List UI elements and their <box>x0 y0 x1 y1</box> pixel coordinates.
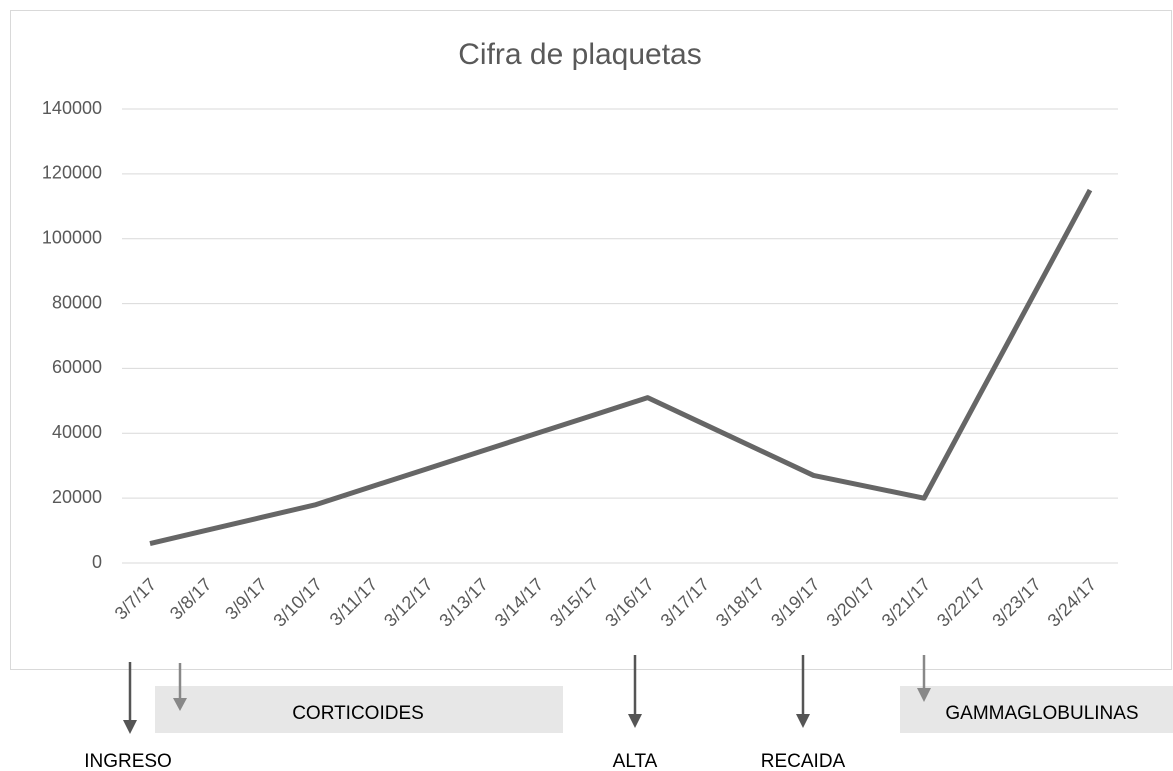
x-tick-label: 3/11/17 <box>326 574 382 630</box>
y-tick-label: 60000 <box>52 357 102 377</box>
x-tick-label: 3/20/17 <box>822 574 879 631</box>
x-tick-label: 3/23/17 <box>988 574 1045 631</box>
y-tick-label: 120000 <box>42 163 102 183</box>
y-tick-label: 40000 <box>52 422 102 442</box>
chart-border <box>10 10 1172 670</box>
arrows <box>123 655 931 734</box>
y-tick-label: 0 <box>92 552 102 572</box>
line-series <box>149 188 1093 546</box>
x-tick-label: 3/18/17 <box>712 574 769 631</box>
y-tick-label: 20000 <box>52 487 102 507</box>
x-tick-label: 3/13/17 <box>435 574 492 631</box>
x-tick-label: 3/12/17 <box>380 574 437 631</box>
y-tick-label: 100000 <box>42 227 102 247</box>
x-tick-label: 3/14/17 <box>491 574 548 631</box>
annotation: GAMMAGLOBULINAS <box>945 703 1138 724</box>
x-tick-label: 3/17/17 <box>657 574 714 631</box>
x-tick-label: 3/16/17 <box>601 574 658 631</box>
x-tick-label: 3/8/17 <box>166 574 216 624</box>
x-tick-label: 3/10/17 <box>269 574 326 631</box>
x-tick-label: 3/22/17 <box>933 574 990 631</box>
x-tick-label: 3/24/17 <box>1044 574 1101 631</box>
x-tick-label: 3/9/17 <box>221 574 271 624</box>
annotation: RECAIDA <box>761 751 846 771</box>
y-tick-label: 140000 <box>42 98 102 118</box>
annotation: CORTICOIDES <box>292 703 424 724</box>
x-tick-label: 3/7/17 <box>111 574 161 624</box>
chart-title: Cifra de plaquetas <box>458 38 702 71</box>
y-tick-label: 80000 <box>52 292 102 312</box>
annotation-box <box>900 686 1173 733</box>
annotation-box <box>155 686 563 733</box>
annotation: INGRESO <box>84 751 172 771</box>
x-tick-label: 3/21/17 <box>878 574 935 631</box>
x-tick-label: 3/19/17 <box>767 574 824 631</box>
x-tick-label: 3/15/17 <box>546 574 603 631</box>
annotation: ALTA <box>613 751 658 771</box>
